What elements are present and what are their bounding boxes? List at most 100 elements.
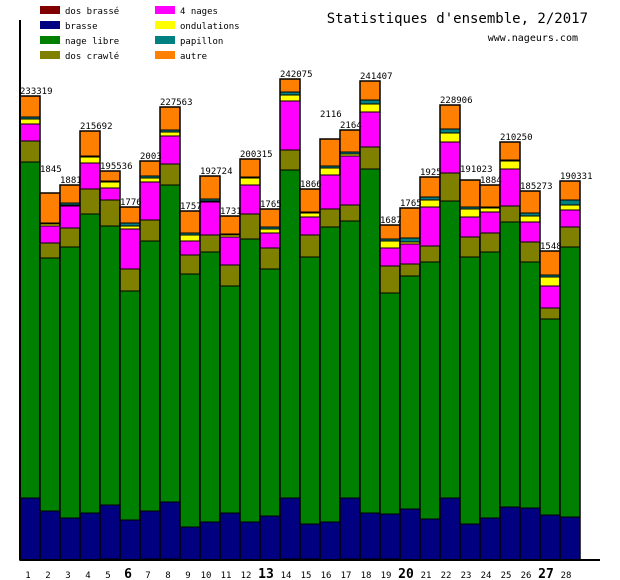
bar-segment-brasse-day-8	[159, 501, 181, 560]
chart-subtitle: www.nageurs.com	[488, 33, 578, 44]
bar-segment-nage-libre-day-18	[359, 168, 381, 514]
bar-segment-ondulations-day-16	[319, 167, 341, 176]
bar-segment-brasse-day-17	[339, 497, 361, 560]
x-tick-label: 12	[241, 571, 252, 580]
bar-segment-4-nages-day-22	[439, 141, 461, 174]
legend-swatch	[155, 36, 175, 44]
bar-segment-4-nages-day-15	[299, 216, 321, 236]
bar-segment-4-nages-day-7	[139, 181, 161, 221]
bar-segment-brasse-day-19	[379, 513, 401, 560]
bar-segment-4-nages-day-12	[239, 184, 261, 215]
bar-segment-ondulations-day-22	[439, 132, 461, 143]
bar-segment-4-nages-day-9	[179, 240, 201, 256]
bar-segment-autre-day-8	[159, 106, 181, 131]
bar-segment-ondulations-day-25	[499, 160, 521, 170]
bar-segment-brasse-day-28	[559, 516, 581, 561]
bar-segment-autre-day-17	[339, 129, 361, 153]
bar-segment-nage-libre-day-17	[339, 220, 361, 499]
bar-segment-dos-crawlé-day-28	[559, 226, 581, 248]
bar-total-label: 185273	[520, 182, 553, 192]
bar-segment-ondulations-day-13	[259, 228, 281, 234]
bar-segment-autre-day-22	[439, 104, 461, 130]
bar-segment-brasse-day-16	[319, 521, 341, 561]
bar-segment-4-nages-day-13	[259, 232, 281, 249]
x-tick-labels: 1 2 3 4 5 6 7 8 9 10 11 12 13 14 15 16 17 18 19 20 21 22 23 24 2…	[25, 567, 571, 580]
bar-segment-brasse-day-1	[19, 497, 41, 561]
bar-segment-autre-day-23	[459, 179, 481, 208]
bar-total-label: 2003	[140, 152, 162, 162]
bar-segment-brasse-day-21	[419, 518, 441, 561]
x-tick-label: 15	[301, 571, 312, 580]
bar-total-label: 1866	[300, 180, 322, 190]
x-tick-label: 8	[165, 571, 170, 580]
bar-segment-dos-crawlé-day-26	[519, 241, 541, 263]
bar-segment-nage-libre-day-12	[239, 238, 261, 523]
bar-segment-brasse-day-2	[39, 510, 61, 561]
bar-total-label: 2164	[340, 121, 362, 131]
bar-segment-ondulations-day-24	[479, 207, 501, 213]
bar-segment-nage-libre-day-4	[79, 213, 101, 514]
bar-segment-ondulations-day-23	[459, 208, 481, 218]
bar-total-label: 215692	[80, 122, 113, 132]
bar-segment-4-nages-day-21	[419, 206, 441, 247]
bar-segment-4-nages-day-19	[379, 247, 401, 267]
x-tick-label: 14	[281, 571, 292, 580]
bar-segment-dos-crawlé-day-12	[239, 213, 261, 240]
bar-segment-dos-crawlé-day-17	[339, 204, 361, 222]
x-tick-label: 28	[561, 571, 572, 580]
bar-segment-dos-crawlé-day-15	[299, 234, 321, 258]
bar-segment-autre-day-14	[279, 78, 301, 93]
bar-segment-autre-day-19	[379, 224, 401, 240]
legend: dos brassé brasse nage libre dos crawlé 4 na…	[40, 6, 240, 62]
bar-segment-nage-libre-day-3	[59, 246, 81, 519]
bar-segment-brasse-day-10	[199, 521, 221, 561]
bar-segment-ondulations-day-18	[359, 103, 381, 113]
chart-title: Statistiques d'ensemble, 2/2017	[327, 11, 588, 27]
bar-segment-autre-day-5	[99, 170, 121, 182]
bar-segment-autre-day-7	[139, 160, 161, 177]
bar-segment-autre-day-10	[199, 175, 221, 200]
x-tick-label: 5	[105, 571, 110, 580]
bar-segment-dos-crawlé-day-1	[19, 140, 41, 163]
x-tick-label: 16	[321, 571, 332, 580]
bar-segment-nage-libre-day-24	[479, 251, 501, 519]
bar-segment-papillon-day-18	[359, 99, 381, 105]
legend-label: dos brassé	[65, 6, 119, 17]
bar-total-label: 1884	[480, 176, 502, 186]
bar-segment-brasse-day-22	[439, 497, 461, 561]
legend-label: autre	[180, 52, 207, 62]
bar-segment-autre-day-11	[219, 215, 241, 235]
x-tick-label: 18	[361, 571, 372, 580]
bar-segment-nage-libre-day-20	[399, 275, 421, 510]
bar-segment-dos-crawlé-day-8	[159, 163, 181, 186]
x-tick-label: 24	[481, 571, 492, 580]
bar-segment-nage-libre-day-1	[19, 161, 41, 499]
bar-total-label: 2116	[320, 110, 342, 120]
bar-total-label: 1765	[260, 200, 282, 210]
x-tick-label: 9	[185, 571, 190, 580]
bar-segment-4-nages-day-11	[219, 236, 241, 266]
bar-total-label: 233319	[20, 87, 53, 97]
bar-segment-papillon-day-28	[559, 199, 581, 206]
bar-segment-nage-libre-day-14	[279, 169, 301, 499]
bar-segment-4-nages-day-3	[59, 205, 81, 229]
bar-segment-dos-crawlé-day-11	[219, 264, 241, 287]
bar-segment-nage-libre-day-9	[179, 273, 201, 528]
bar-segment-dos-crawlé-day-4	[79, 188, 101, 215]
bar-segment-autre-day-28	[559, 180, 581, 201]
bar-segment-nage-libre-day-19	[379, 292, 401, 515]
bar-segment-brasse-day-5	[99, 504, 121, 560]
bar-segment-4-nages-day-10	[199, 201, 221, 236]
bar-segment-brasse-day-25	[499, 506, 521, 561]
legend-label: papillon	[180, 37, 223, 47]
legend-swatch	[40, 36, 60, 44]
bar-segment-autre-day-3	[59, 184, 81, 204]
bar-total-label: 1845	[40, 165, 62, 175]
bars-layer	[19, 78, 581, 561]
bar-segment-nage-libre-day-6	[119, 290, 141, 521]
x-tick-label: 1	[25, 571, 30, 580]
bar-segment-autre-day-13	[259, 208, 281, 228]
bar-segment-brasse-day-7	[139, 510, 161, 560]
bar-segment-4-nages-day-17	[339, 155, 361, 206]
